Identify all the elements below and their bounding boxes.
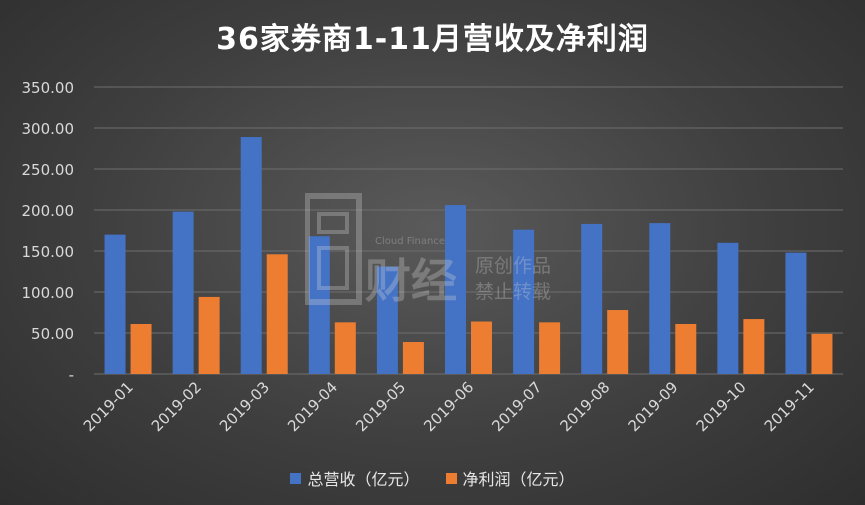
- y-tick-label: 300.00: [22, 120, 75, 138]
- bar-profit: [267, 254, 288, 374]
- x-tick-label: 2019-07: [488, 378, 545, 435]
- legend-label-profit: 净利润（亿元）: [463, 466, 575, 490]
- x-tick-label: 2019-03: [216, 378, 273, 435]
- bar-profit: [539, 322, 560, 374]
- x-tick-label: 2019-02: [148, 378, 205, 435]
- bar-revenue: [649, 223, 670, 374]
- x-tick-label: 2019-09: [625, 378, 682, 435]
- bar-profit: [743, 319, 764, 374]
- y-tick-label: 250.00: [22, 161, 75, 179]
- legend-item-revenue: 总营收（亿元）: [290, 466, 419, 490]
- bar-profit: [335, 322, 356, 374]
- bar-revenue: [717, 243, 738, 374]
- legend-swatch-profit: [446, 473, 457, 484]
- y-tick-label: -: [69, 366, 74, 384]
- x-tick-label: 2019-04: [284, 378, 341, 435]
- x-tick-label: 2019-10: [693, 378, 750, 435]
- y-tick-label: 350.00: [22, 79, 75, 97]
- bar-profit: [403, 342, 424, 374]
- y-tick-label: 50.00: [31, 325, 74, 343]
- bar-revenue: [173, 212, 194, 374]
- bar-profit: [131, 324, 152, 374]
- bar-revenue: [105, 235, 126, 374]
- x-tick-label: 2019-01: [80, 378, 137, 435]
- y-tick-label: 100.00: [22, 284, 75, 302]
- bar-profit: [811, 334, 832, 374]
- bar-revenue: [309, 236, 330, 374]
- bar-revenue: [513, 230, 534, 374]
- x-tick-label: 2019-06: [420, 378, 477, 435]
- chart-legend: 总营收（亿元） 净利润（亿元）: [0, 466, 865, 490]
- x-tick-label: 2019-11: [761, 378, 818, 435]
- bar-profit: [675, 324, 696, 374]
- bar-revenue: [241, 137, 262, 374]
- legend-item-profit: 净利润（亿元）: [446, 466, 575, 490]
- bar-revenue: [581, 224, 602, 374]
- legend-label-revenue: 总营收（亿元）: [307, 466, 419, 490]
- bar-profit: [607, 310, 628, 374]
- bar-revenue: [785, 253, 806, 374]
- legend-swatch-revenue: [290, 473, 301, 484]
- y-tick-label: 200.00: [22, 202, 75, 220]
- bar-profit: [471, 322, 492, 374]
- x-tick-label: 2019-05: [352, 378, 409, 435]
- bar-revenue: [445, 205, 466, 374]
- bar-profit: [199, 297, 220, 374]
- x-tick-label: 2019-08: [556, 378, 613, 435]
- bar-revenue: [377, 267, 398, 374]
- y-tick-label: 150.00: [22, 243, 75, 261]
